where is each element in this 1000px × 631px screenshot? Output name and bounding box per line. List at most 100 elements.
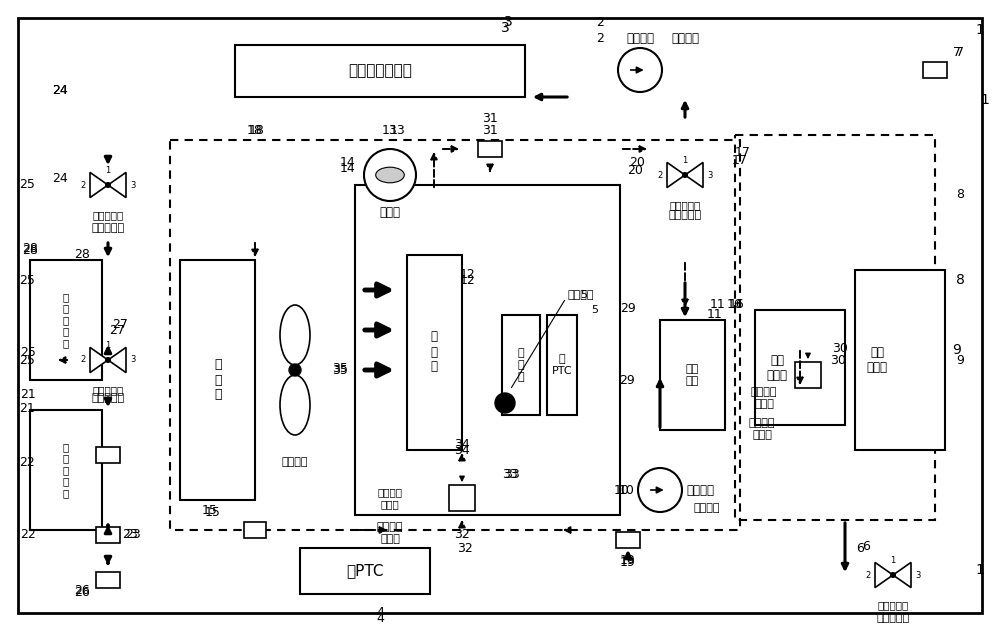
Polygon shape (108, 348, 126, 372)
Circle shape (618, 48, 662, 92)
Ellipse shape (280, 375, 310, 435)
Text: 8: 8 (956, 189, 964, 201)
Text: 27: 27 (109, 324, 125, 336)
Bar (30, 260, 102, 380)
Text: 30: 30 (832, 341, 848, 355)
Bar (300, 548, 430, 594)
Bar (96, 447, 120, 463)
Text: 25: 25 (19, 273, 35, 286)
Text: 34: 34 (454, 444, 470, 456)
Text: 辅
助
散
热
器: 辅 助 散 热 器 (63, 442, 69, 498)
Text: 1: 1 (980, 93, 989, 107)
Text: 7: 7 (956, 45, 964, 59)
Text: 1: 1 (976, 23, 984, 37)
Text: 22: 22 (19, 456, 35, 468)
Text: 8: 8 (956, 273, 964, 287)
Text: 第二电子
膨胀阀: 第二电子 膨胀阀 (751, 387, 777, 409)
Text: 蒸
发
器: 蒸 发 器 (430, 331, 438, 374)
Text: 第四三通阀: 第四三通阀 (668, 210, 702, 220)
Text: 33: 33 (502, 468, 518, 481)
Circle shape (495, 393, 515, 413)
Text: 17: 17 (735, 146, 751, 158)
Text: 10: 10 (614, 483, 630, 497)
Bar (96, 527, 120, 543)
Text: 暖
风
机: 暖 风 机 (518, 348, 524, 382)
Bar (235, 45, 525, 97)
Text: 水PTC: 水PTC (346, 563, 384, 579)
Bar (923, 62, 947, 78)
Text: 13: 13 (382, 124, 398, 136)
Text: 4: 4 (376, 606, 384, 620)
Text: 18: 18 (247, 124, 263, 136)
Text: 4: 4 (376, 611, 384, 625)
Text: 24: 24 (52, 172, 68, 184)
Text: 12: 12 (460, 273, 476, 286)
Text: 2: 2 (865, 570, 870, 579)
Text: 26: 26 (74, 584, 90, 596)
Text: 21: 21 (20, 389, 36, 401)
Text: 25: 25 (20, 346, 36, 358)
Text: 5: 5 (580, 290, 587, 300)
Polygon shape (90, 348, 108, 372)
Bar (616, 532, 640, 548)
Circle shape (289, 364, 301, 376)
Text: 23: 23 (125, 529, 141, 541)
Text: 35: 35 (332, 363, 348, 377)
Text: 动力
电池: 动力 电池 (685, 364, 699, 386)
Text: 2: 2 (596, 32, 604, 45)
Text: 16: 16 (729, 298, 745, 312)
Bar (244, 522, 266, 538)
Bar (735, 135, 935, 520)
Text: 1: 1 (682, 156, 688, 165)
Text: 11: 11 (710, 298, 726, 312)
Text: 第二电子
膨胀阀: 第二电子 膨胀阀 (749, 418, 775, 440)
Text: 10: 10 (619, 483, 635, 497)
Text: 31: 31 (482, 112, 498, 124)
Text: 24: 24 (52, 83, 68, 97)
Text: 第一三通阀: 第一三通阀 (92, 210, 124, 220)
Text: 第三三通阀: 第三三通阀 (876, 613, 910, 623)
Text: 第一电子
膨胀阀: 第一电子 膨胀阀 (377, 522, 403, 543)
Text: 19: 19 (620, 555, 636, 569)
Text: 29: 29 (620, 302, 636, 314)
Text: 28: 28 (74, 249, 90, 261)
Text: 26: 26 (74, 586, 90, 598)
Text: 11: 11 (707, 309, 723, 322)
Text: 12: 12 (460, 269, 476, 281)
Circle shape (364, 149, 416, 201)
Bar (547, 315, 577, 415)
Bar (855, 270, 945, 450)
Text: 28: 28 (22, 242, 38, 254)
Text: 14: 14 (340, 155, 356, 168)
Text: 16: 16 (727, 298, 743, 312)
Text: 第二水泵: 第二水泵 (693, 503, 720, 513)
Text: 32: 32 (457, 541, 473, 555)
Text: 2: 2 (80, 180, 85, 189)
Text: 30: 30 (830, 353, 846, 367)
Text: 28: 28 (22, 244, 38, 256)
Text: 5: 5 (592, 305, 598, 315)
Text: 冷却风扇: 冷却风扇 (282, 457, 308, 467)
Text: 第一电子
膨胀阀: 第一电子 膨胀阀 (378, 487, 402, 509)
Text: 2: 2 (80, 355, 85, 365)
Text: 6: 6 (856, 541, 864, 555)
Bar (407, 255, 462, 450)
Text: 6: 6 (862, 541, 870, 553)
Text: 压缩机: 压缩机 (380, 206, 400, 220)
Text: 34: 34 (454, 439, 470, 452)
Polygon shape (893, 562, 911, 587)
Text: 1: 1 (976, 563, 984, 577)
Text: 2: 2 (596, 16, 604, 28)
Text: 9: 9 (953, 343, 961, 357)
Text: 25: 25 (19, 179, 35, 191)
Text: 15: 15 (202, 504, 218, 517)
Text: 2: 2 (657, 170, 662, 179)
Text: 22: 22 (20, 529, 36, 541)
Text: 29: 29 (619, 374, 635, 387)
Polygon shape (108, 172, 126, 198)
Text: 15: 15 (205, 505, 221, 519)
Text: 第四三通阀: 第四三通阀 (669, 200, 701, 210)
Text: 3: 3 (131, 180, 136, 189)
Text: 第二水泵: 第二水泵 (686, 483, 714, 497)
Bar (30, 410, 102, 530)
